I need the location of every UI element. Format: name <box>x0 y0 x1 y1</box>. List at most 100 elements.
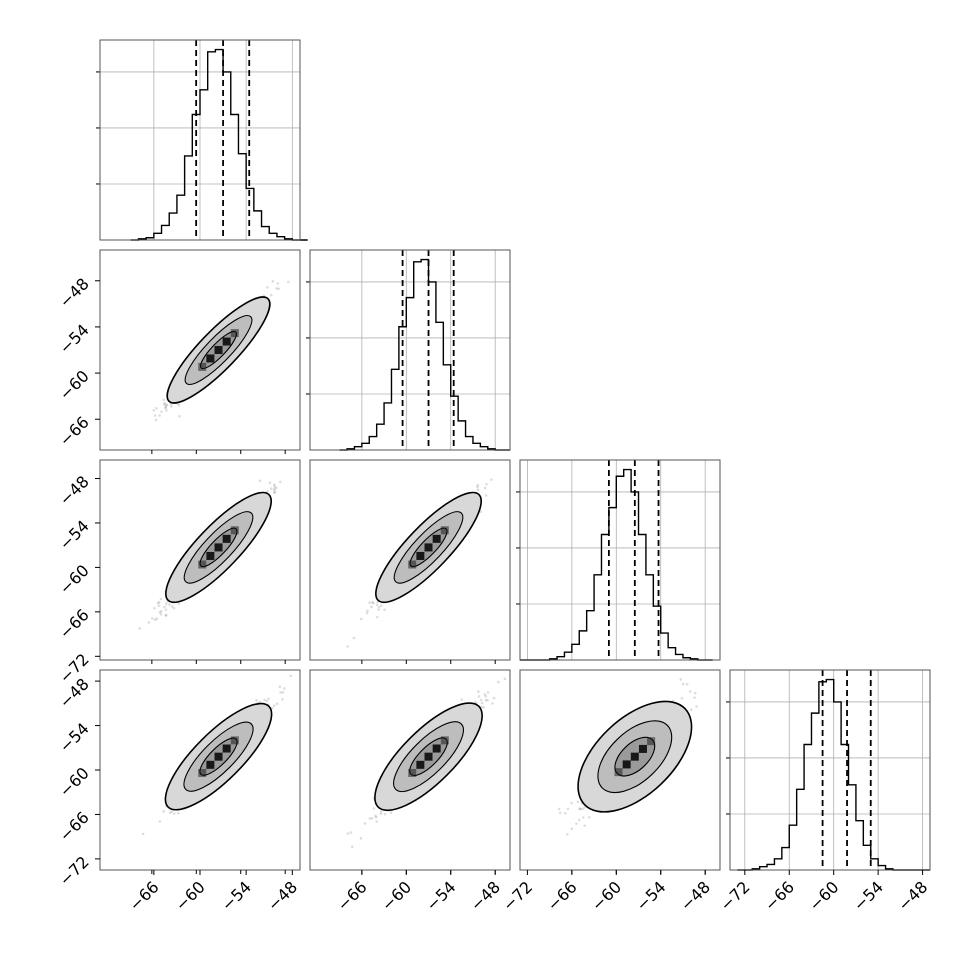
scatter-panel-2-0-frame <box>99 459 301 661</box>
scatter-point <box>272 704 276 707</box>
scatter-point <box>287 280 290 284</box>
scatter-point <box>165 404 168 407</box>
scatter-point <box>165 403 168 407</box>
scatter-point <box>138 627 142 630</box>
scatter-point <box>695 705 698 708</box>
x-tick-label: −54 <box>850 877 887 914</box>
scatter-point <box>279 480 282 484</box>
scatter-point <box>372 601 375 605</box>
scatter-point <box>265 286 269 289</box>
scatter-point <box>372 807 376 810</box>
scatter-point <box>157 604 161 608</box>
scatter-point <box>379 604 383 607</box>
scatter-point <box>380 810 383 813</box>
density-core <box>614 768 623 777</box>
density-core <box>230 329 239 338</box>
scatter-point <box>587 816 591 819</box>
scatter-point <box>162 398 165 401</box>
density-core <box>214 543 223 552</box>
scatter-point <box>374 814 377 817</box>
scatter-point <box>681 682 685 686</box>
scatter-point <box>162 403 166 406</box>
density-core <box>206 551 215 560</box>
y-tick-label: −60 <box>56 561 93 598</box>
scatter-point <box>575 822 578 825</box>
x-tick-label: −54 <box>632 877 669 914</box>
scatter-point <box>157 600 161 604</box>
scatter-point <box>168 603 171 606</box>
y-tick-label: −60 <box>56 366 93 403</box>
scatter-point <box>476 483 480 487</box>
scatter-point <box>346 645 349 648</box>
scatter-point <box>255 699 258 702</box>
density-core <box>222 337 231 346</box>
scatter-panel-2-1 <box>309 459 511 661</box>
scatter-point <box>460 698 464 701</box>
scatter-point <box>159 612 163 616</box>
density-core <box>647 737 656 746</box>
density-core <box>424 543 433 552</box>
x-tick-label: −48 <box>894 877 931 914</box>
scatter-point <box>150 617 154 620</box>
scatter-point <box>160 609 163 613</box>
scatter-point <box>486 691 490 694</box>
scatter-point <box>477 695 481 698</box>
scatter-point <box>170 810 174 813</box>
scatter-point <box>178 415 181 418</box>
scatter-point <box>483 486 487 490</box>
scatter-panel-3-2 <box>519 669 721 871</box>
scatter-point <box>359 837 363 840</box>
density-core <box>198 768 207 777</box>
scatter-point <box>177 811 180 815</box>
scatter-point <box>480 701 484 705</box>
density-core <box>198 560 207 569</box>
y-tick-label: −66 <box>56 808 93 845</box>
scatter-point <box>258 479 262 483</box>
x-tick-label: −66 <box>543 877 580 914</box>
density-core <box>440 526 449 535</box>
histogram-panel-3-frame <box>729 669 931 871</box>
scatter-point <box>277 287 280 291</box>
histogram-step <box>130 48 308 241</box>
scatter-point <box>583 824 586 828</box>
scatter-point <box>476 488 480 492</box>
scatter-point <box>141 832 145 836</box>
scatter-point <box>281 697 284 701</box>
y-tick-label: −72 <box>56 852 93 889</box>
scatter-point <box>368 601 371 605</box>
x-tick-label: −66 <box>125 877 162 914</box>
histogram-panel-0 <box>96 39 308 241</box>
scatter-point <box>679 678 683 681</box>
y-tick-label: −54 <box>56 320 93 357</box>
scatter-point <box>164 405 168 409</box>
scatter-point <box>581 816 585 819</box>
x-tick-label: −48 <box>264 877 301 914</box>
scatter-point <box>272 491 276 494</box>
scatter-point <box>177 403 181 407</box>
x-tick-label: −54 <box>218 877 255 914</box>
y-tick-label: −48 <box>56 472 93 509</box>
scatter-point <box>153 414 157 417</box>
y-tick-label: −66 <box>56 413 93 450</box>
density-core <box>214 752 223 761</box>
scatter-panel-2-1-frame <box>309 459 511 661</box>
scatter-point <box>492 696 496 700</box>
scatter-point <box>366 609 369 613</box>
scatter-panel-3-2-frame <box>519 669 721 871</box>
scatter-point <box>270 706 274 710</box>
scatter-point <box>273 487 276 491</box>
scatter-point <box>580 807 584 811</box>
scatter-point <box>379 812 383 815</box>
scatter-point <box>490 478 493 481</box>
histogram-panel-1-frame <box>309 249 511 451</box>
density-core <box>408 768 417 777</box>
density-core <box>206 760 215 769</box>
scatter-point <box>177 602 181 606</box>
scatter-point <box>685 682 689 686</box>
x-tick-label: −60 <box>588 877 625 914</box>
scatter-point <box>389 811 393 814</box>
histogram-step <box>737 678 930 871</box>
scatter-point <box>566 807 570 811</box>
scatter-point <box>484 698 488 702</box>
y-tick-label: −66 <box>56 605 93 642</box>
